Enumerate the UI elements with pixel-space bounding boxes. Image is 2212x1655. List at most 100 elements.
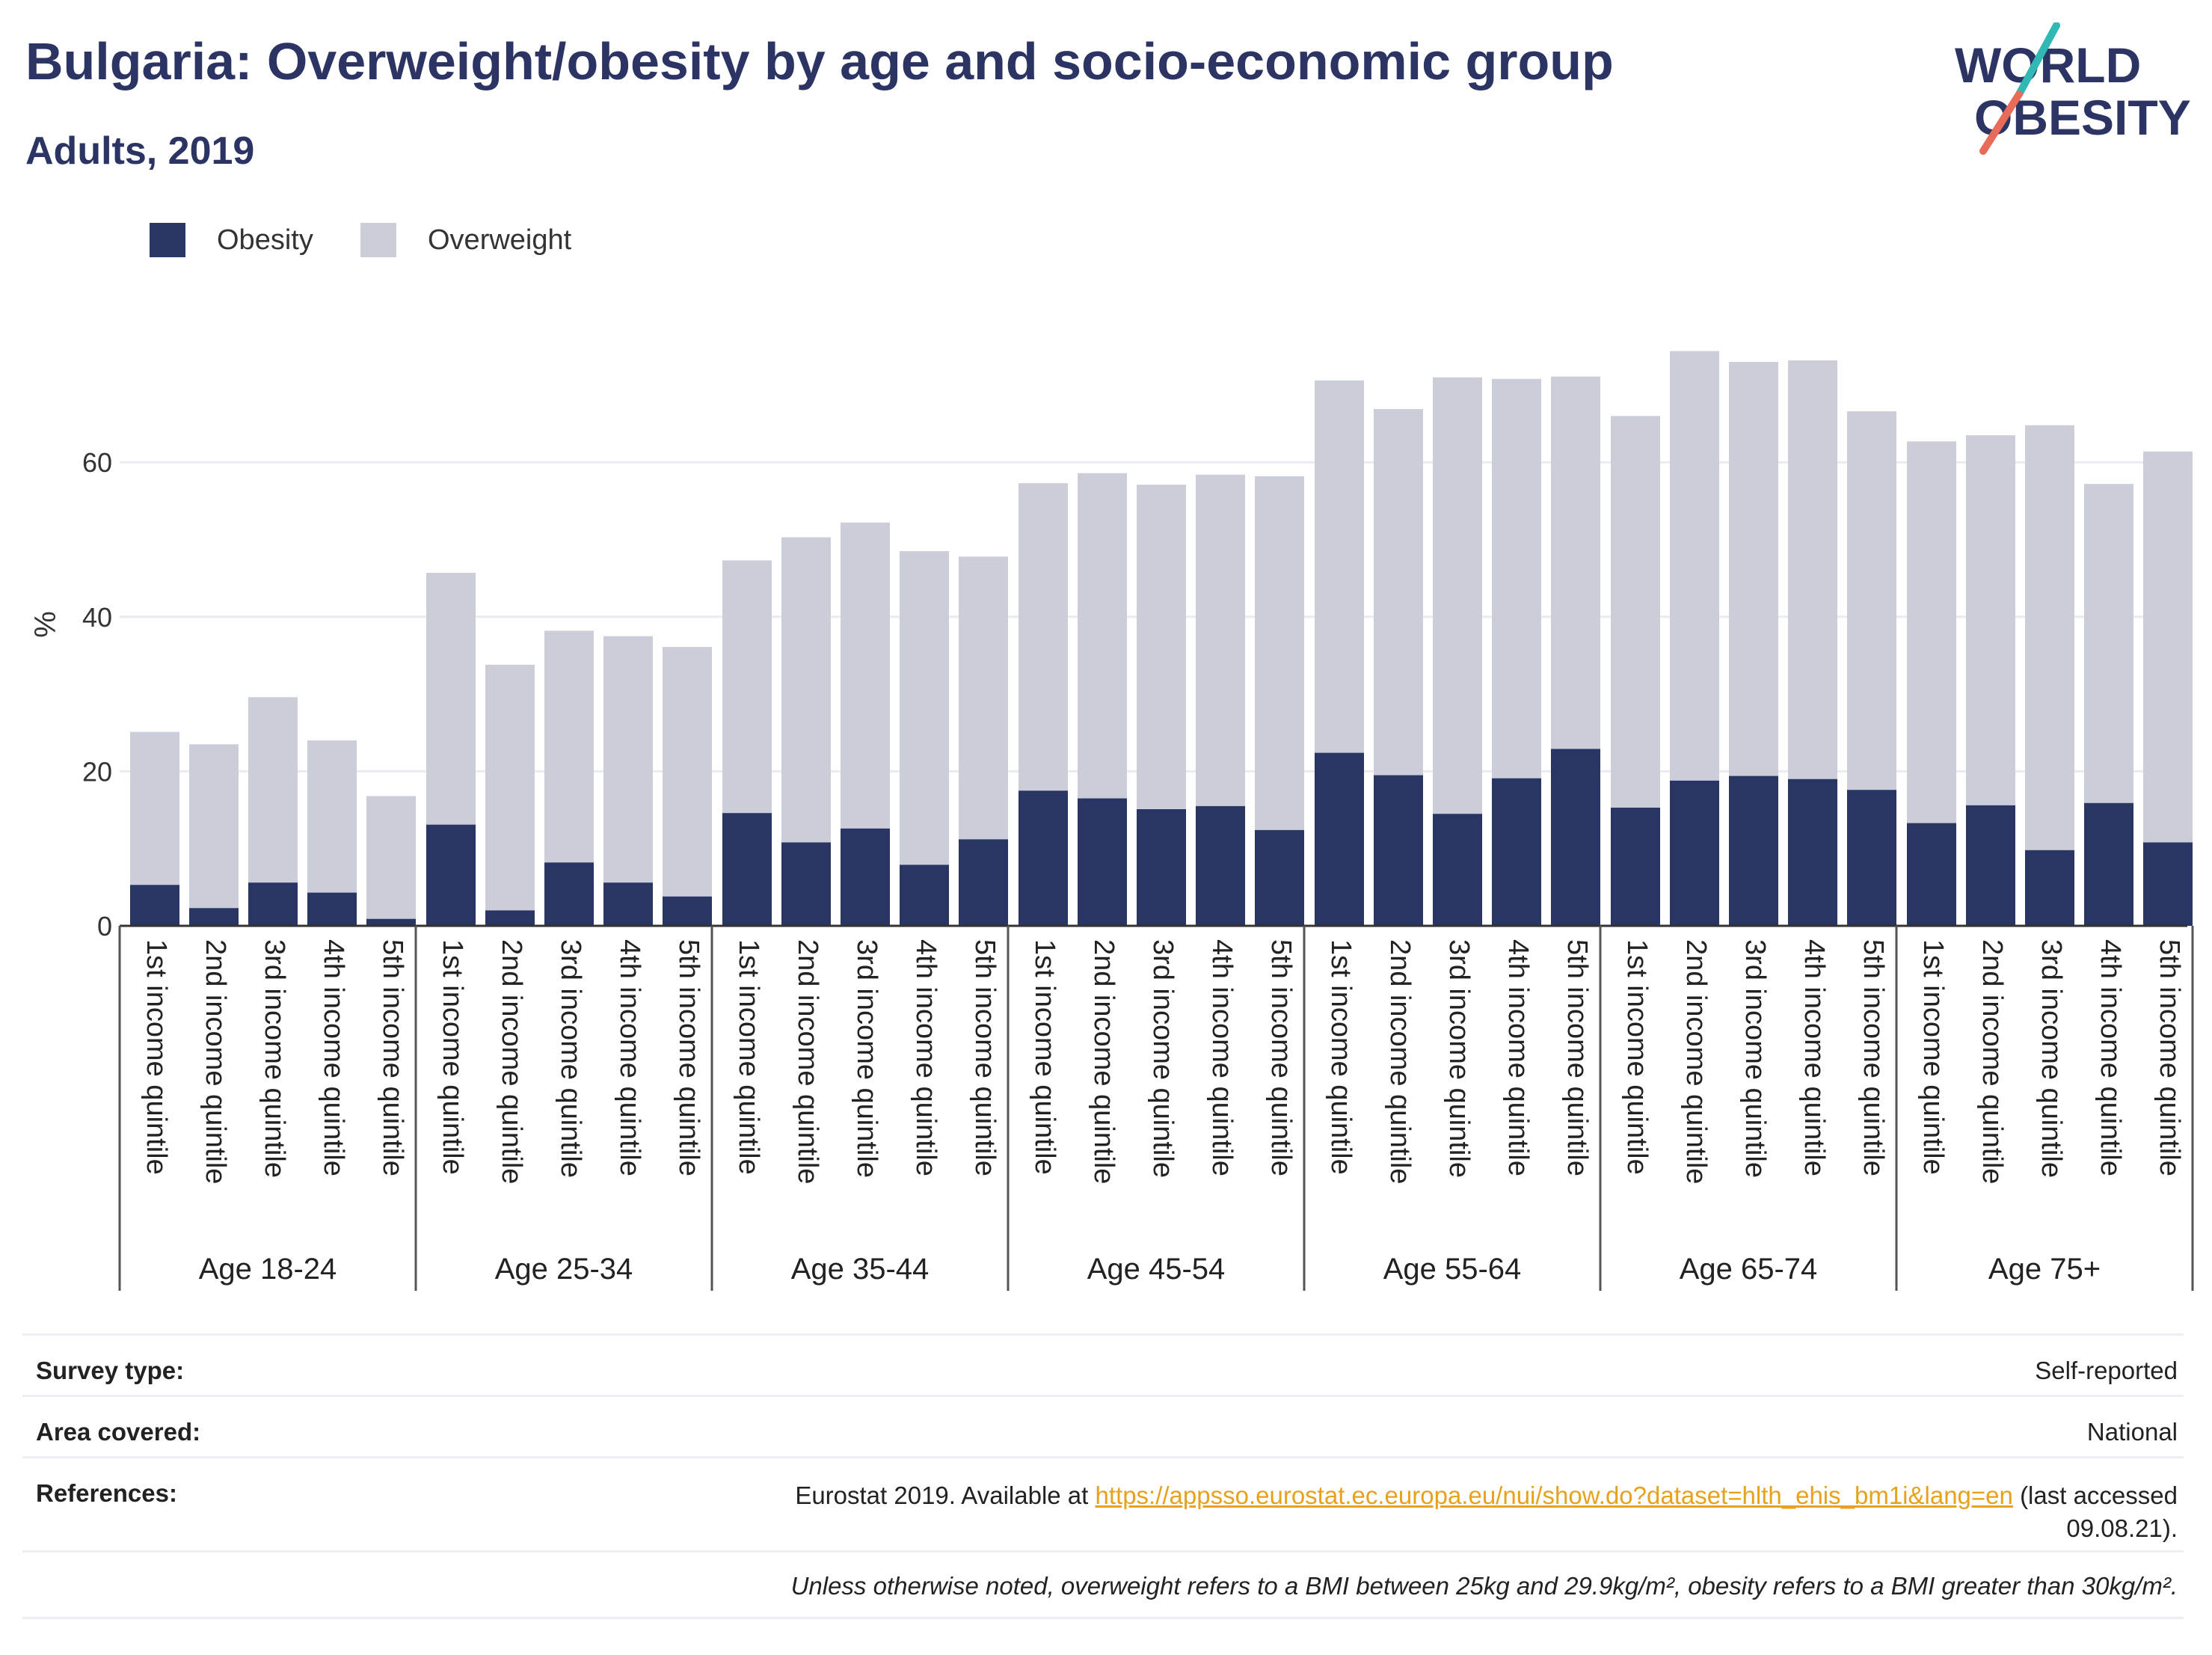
bar-overweight [2084, 484, 2133, 803]
x-tick-label: 1st income quintile [1621, 939, 1653, 1175]
x-tick-label: 3rd income quintile [1739, 939, 1771, 1178]
x-tick-label: 4th income quintile [910, 939, 941, 1176]
bar-overweight [663, 647, 712, 897]
x-tick-label: 3rd income quintile [851, 939, 882, 1178]
x-tick-label: 2nd income quintile [792, 939, 823, 1184]
bar-obesity [426, 824, 476, 926]
survey-type-value: Self-reported [2035, 1357, 2178, 1384]
x-tick-label: 2nd income quintile [496, 939, 527, 1184]
bar-obesity [603, 882, 653, 926]
bar-overweight [1966, 435, 2015, 805]
bar-overweight [544, 630, 594, 863]
area-covered-label: Area covered: [36, 1418, 201, 1446]
bar-obesity [1847, 790, 1896, 926]
bar-obesity [2025, 850, 2074, 926]
bar-overweight [485, 664, 535, 911]
page-title: Bulgaria: Overweight/obesity by age and … [25, 32, 1614, 90]
bar-overweight [1374, 408, 1423, 776]
bar-overweight [1196, 474, 1245, 806]
bar-obesity [1315, 752, 1364, 926]
x-tick-label: 1st income quintile [1325, 939, 1357, 1175]
references-link[interactable]: https://appsso.eurostat.ec.europa.eu/nui… [1095, 1481, 2013, 1509]
bar-overweight [366, 796, 416, 919]
bar-overweight [1315, 380, 1364, 753]
bar-overweight [1137, 485, 1186, 810]
bar-overweight [1433, 377, 1482, 814]
bar-overweight [1019, 483, 1068, 791]
bar-overweight [1788, 360, 1837, 779]
bar-obesity [841, 828, 890, 926]
bar-overweight [959, 556, 1008, 840]
references-label: References: [36, 1479, 177, 1507]
stacked-bar-chart: 0 20 40 60% 1st income quintile 2nd income qu… [29, 351, 2194, 1291]
x-tick-label: 4th income quintile [1798, 939, 1830, 1176]
x-tick-label: 4th income quintile [1502, 939, 1534, 1176]
x-tick-label: 5th income quintile [969, 939, 1001, 1176]
bar-obesity [307, 892, 357, 926]
bar-overweight [426, 572, 476, 825]
x-tick-label: 5th income quintile [1265, 939, 1297, 1176]
bar-overweight [1492, 378, 1541, 779]
x-tick-label: 3rd income quintile [259, 939, 290, 1178]
x-tick-label: 5th income quintile [1858, 939, 1889, 1176]
bar-overweight [900, 550, 949, 865]
bar-obesity [1907, 823, 1956, 926]
bar-overweight [189, 744, 239, 909]
bar-overweight [1255, 476, 1304, 830]
info-row-note: Unless otherwise noted, overweight refer… [22, 1550, 2184, 1619]
bar-overweight [1847, 411, 1896, 790]
logo-line-2: OBESITY [1974, 90, 2191, 145]
bar-obesity [366, 918, 416, 926]
x-tick-label: 4th income quintile [318, 939, 349, 1176]
legend-label-overweight: Overweight [428, 224, 572, 256]
bar-obesity [781, 842, 831, 926]
x-tick-label: 3rd income quintile [2036, 939, 2067, 1178]
bar-obesity [485, 910, 535, 926]
bar-obesity [1670, 780, 1719, 926]
bar-obesity [1374, 775, 1423, 926]
bar-obesity [1137, 809, 1186, 926]
group-label: Age 75+ [1988, 1253, 2101, 1286]
bar-overweight [307, 740, 357, 893]
bar-obesity [544, 862, 594, 926]
bar-obesity [1551, 749, 1600, 926]
y-tick-label: 20 [82, 756, 112, 787]
group-label: Age 45-54 [1087, 1253, 1226, 1286]
bar-obesity [2084, 802, 2133, 926]
bar-obesity [663, 896, 712, 926]
bar-obesity [1492, 778, 1541, 926]
bar-obesity [1255, 829, 1304, 926]
bar-obesity [248, 882, 298, 926]
group-label: Age 25-34 [495, 1253, 633, 1286]
y-tick-label: 40 [82, 602, 112, 633]
x-tick-label: 2nd income quintile [1088, 939, 1119, 1184]
area-covered-value: National [2086, 1418, 2178, 1446]
x-tick-label: 2nd income quintile [1680, 939, 1712, 1184]
bar-overweight [1670, 351, 1719, 781]
info-row-references: References: Eurostat 2019. Available at … [22, 1456, 2184, 1553]
bar-obesity [1611, 807, 1660, 926]
bar-overweight [1551, 376, 1600, 749]
group-label: Age 65-74 [1680, 1253, 1818, 1286]
x-tick-label: 1st income quintile [1917, 939, 1949, 1175]
bar-overweight [248, 697, 298, 883]
x-tick-label: 1st income quintile [437, 939, 468, 1175]
x-tick-label: 1st income quintile [733, 939, 764, 1175]
bar-obesity [130, 885, 179, 926]
bar-overweight [603, 636, 653, 883]
x-tick-label: 1st income quintile [141, 939, 172, 1175]
info-row-survey-type: Survey type: Self-reported [22, 1333, 2184, 1397]
references-prefix: Eurostat 2019. Available at [795, 1481, 1089, 1509]
group-label: Age 35-44 [791, 1253, 930, 1286]
bar-overweight [1907, 441, 1956, 823]
bar-overweight [722, 560, 772, 814]
x-tick-label: 2nd income quintile [200, 939, 231, 1184]
bar-overweight [1078, 473, 1127, 799]
bar-obesity [1788, 779, 1837, 926]
group-label: Age 18-24 [199, 1253, 337, 1286]
x-tick-label: 2nd income quintile [1976, 939, 2008, 1184]
bar-obesity [1433, 814, 1482, 926]
legend-swatch-obesity [150, 223, 185, 257]
x-tick-label: 5th income quintile [1561, 939, 1593, 1176]
world-obesity-logo: WORLD OBESITY [1944, 22, 2199, 157]
